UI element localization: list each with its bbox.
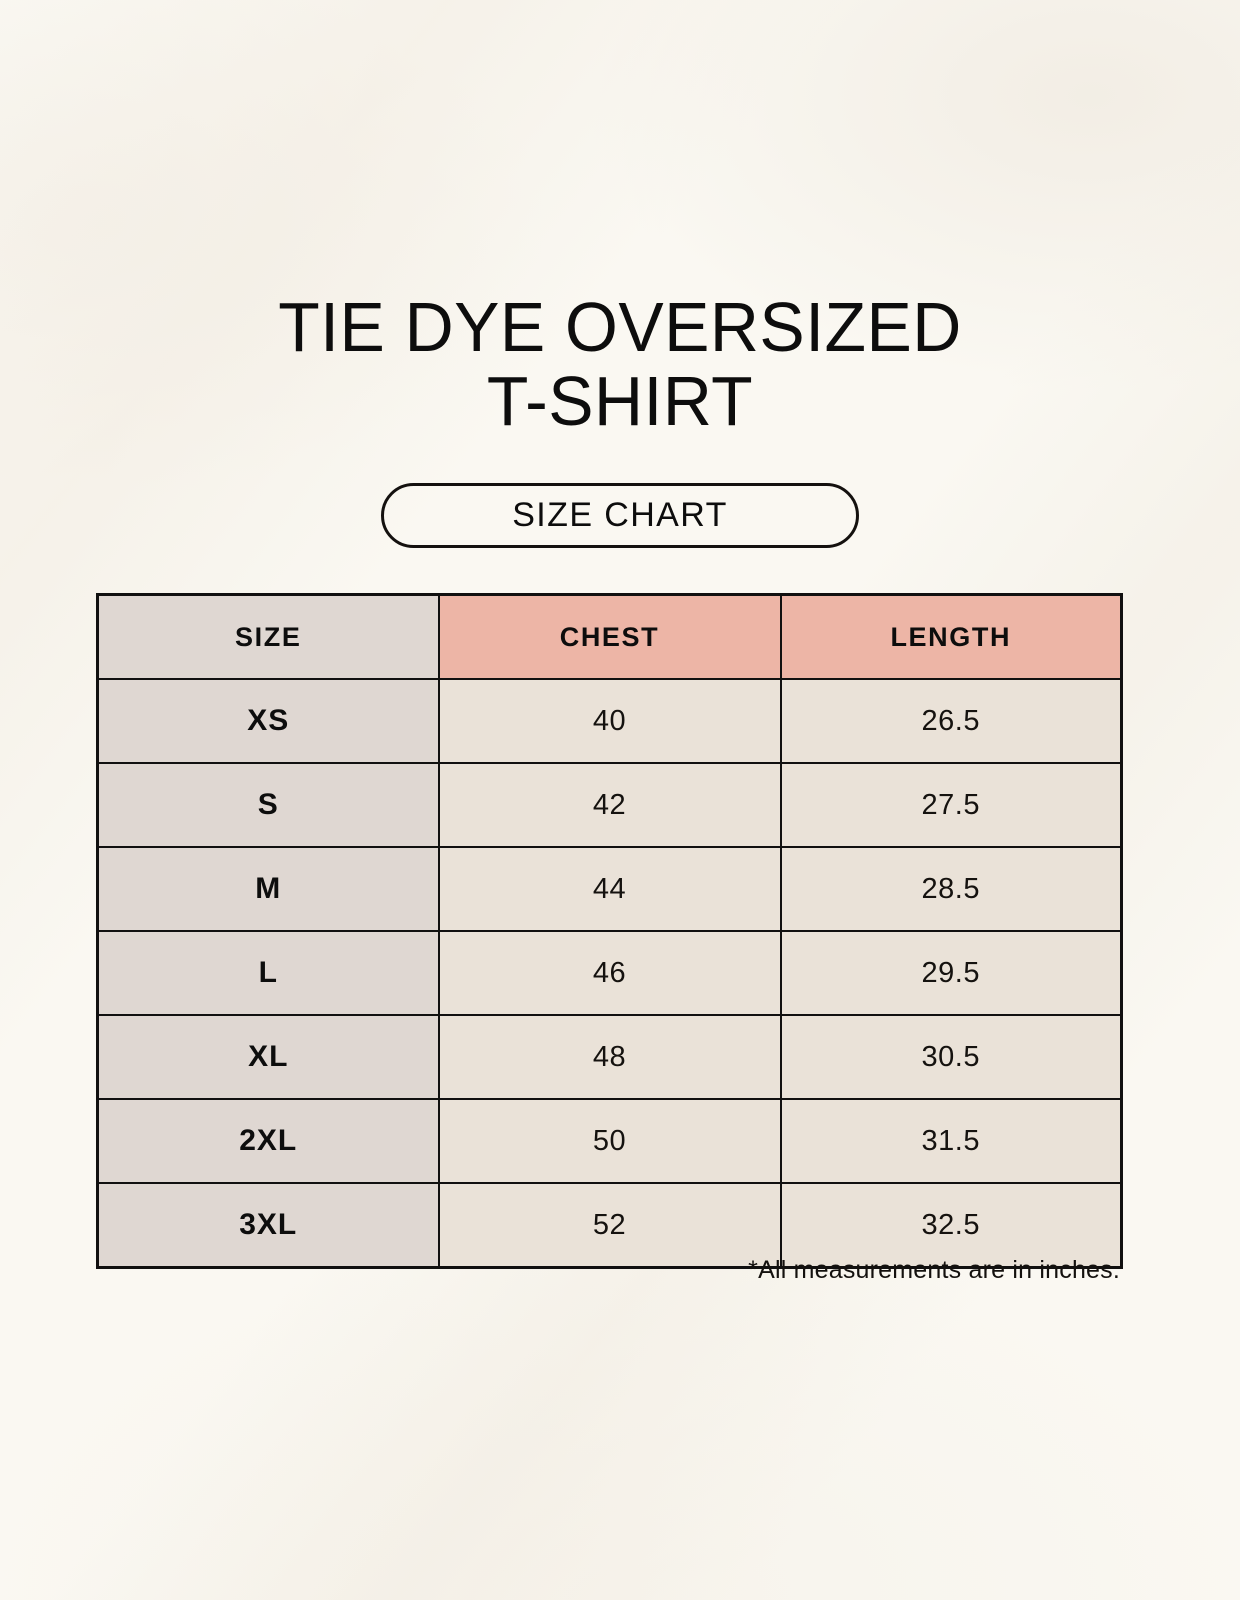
cell-length: 26.5 bbox=[779, 678, 1123, 764]
column-header-size-label: SIZE bbox=[235, 621, 302, 652]
cell-size: M bbox=[96, 846, 440, 932]
cell-size: XL bbox=[96, 1014, 440, 1100]
table-row: 2XL 50 31.5 bbox=[96, 1098, 1123, 1184]
length-value: 27.5 bbox=[921, 788, 980, 821]
size-label: S bbox=[257, 788, 279, 821]
cell-size: 3XL bbox=[96, 1182, 440, 1269]
page-title-line-1: TIE DYE OVERSIZED bbox=[278, 288, 962, 366]
cell-chest: 40 bbox=[437, 678, 782, 764]
cell-chest: 42 bbox=[437, 762, 782, 848]
size-label: XS bbox=[247, 704, 290, 737]
column-header-length-label: LENGTH bbox=[890, 621, 1012, 652]
cell-chest: 52 bbox=[437, 1182, 782, 1269]
length-value: 31.5 bbox=[921, 1124, 980, 1157]
chest-value: 48 bbox=[592, 1040, 627, 1073]
cell-size: 2XL bbox=[96, 1098, 440, 1184]
size-chart-button[interactable]: SIZE CHART bbox=[381, 483, 859, 548]
length-value: 26.5 bbox=[921, 704, 980, 737]
size-label: L bbox=[258, 956, 278, 989]
page-title-line-2: T-SHIRT bbox=[486, 362, 754, 440]
length-value: 32.5 bbox=[921, 1208, 980, 1241]
cell-length: 32.5 bbox=[779, 1182, 1123, 1269]
cell-size: XS bbox=[96, 678, 440, 764]
table-header-row: SIZE CHEST LENGTH bbox=[96, 593, 1123, 680]
table-row: L 46 29.5 bbox=[96, 930, 1123, 1016]
cell-length: 30.5 bbox=[779, 1014, 1123, 1100]
table-row: XL 48 30.5 bbox=[96, 1014, 1123, 1100]
cell-chest: 44 bbox=[437, 846, 782, 932]
column-header-chest-label: CHEST bbox=[559, 621, 660, 652]
cell-length: 28.5 bbox=[779, 846, 1123, 932]
table-row: 3XL 52 32.5 bbox=[96, 1182, 1123, 1269]
column-header-chest: CHEST bbox=[437, 593, 782, 680]
length-value: 30.5 bbox=[921, 1040, 980, 1073]
size-table: SIZE CHEST LENGTH XS 40 bbox=[96, 593, 1123, 1269]
table-row: S 42 27.5 bbox=[96, 762, 1123, 848]
chest-value: 44 bbox=[592, 872, 627, 905]
size-table-body: XS 40 26.5 S 42 bbox=[96, 678, 1123, 1269]
cell-length: 29.5 bbox=[779, 930, 1123, 1016]
size-label: XL bbox=[248, 1040, 289, 1073]
chest-value: 42 bbox=[592, 788, 627, 821]
table-row: M 44 28.5 bbox=[96, 846, 1123, 932]
cell-chest: 50 bbox=[437, 1098, 782, 1184]
chest-value: 40 bbox=[592, 704, 627, 737]
size-label: M bbox=[255, 872, 282, 905]
cell-chest: 48 bbox=[437, 1014, 782, 1100]
measurement-unit-note: *All measurements are in inches. bbox=[748, 1256, 1120, 1284]
column-header-length: LENGTH bbox=[779, 593, 1123, 680]
chest-value: 46 bbox=[592, 956, 627, 989]
size-label: 3XL bbox=[239, 1208, 298, 1241]
length-value: 28.5 bbox=[921, 872, 980, 905]
cell-length: 31.5 bbox=[779, 1098, 1123, 1184]
cell-size: S bbox=[96, 762, 440, 848]
chest-value: 50 bbox=[592, 1124, 627, 1157]
column-header-size: SIZE bbox=[96, 593, 440, 680]
size-chart-button-label: SIZE CHART bbox=[512, 496, 728, 534]
table-row: XS 40 26.5 bbox=[96, 678, 1123, 764]
cell-size: L bbox=[96, 930, 440, 1016]
size-label: 2XL bbox=[239, 1124, 298, 1157]
length-value: 29.5 bbox=[921, 956, 980, 989]
page-title: TIE DYE OVERSIZED T-SHIRT bbox=[0, 290, 1240, 438]
chest-value: 52 bbox=[592, 1208, 627, 1241]
size-chart-badge-container: SIZE CHART bbox=[0, 483, 1240, 548]
cell-chest: 46 bbox=[437, 930, 782, 1016]
cell-length: 27.5 bbox=[779, 762, 1123, 848]
size-table-head: SIZE CHEST LENGTH bbox=[96, 593, 1123, 680]
size-table-container: SIZE CHEST LENGTH XS 40 bbox=[96, 593, 1123, 1269]
